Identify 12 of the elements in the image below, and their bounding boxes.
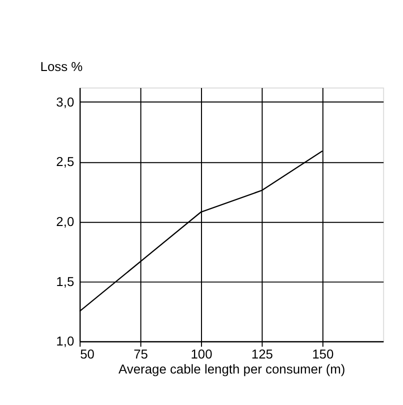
x-tick-label: 150 — [312, 346, 334, 362]
y-axis-title: Loss % — [40, 59, 84, 74]
y-tick-label: 1,5 — [56, 274, 74, 289]
x-tick-label: 125 — [251, 346, 273, 362]
x-tick-label: 50 — [80, 346, 94, 362]
y-tick-label: 1,0 — [56, 334, 74, 349]
y-tick-label: 2,5 — [56, 154, 74, 170]
y-tick-label: 3,0 — [56, 94, 74, 110]
x-tick-label: 75 — [134, 346, 148, 362]
x-axis-title: Average cable length per consumer (m) — [118, 362, 346, 377]
x-tick-label: 100 — [190, 346, 212, 362]
y-tick-label: 2,0 — [56, 214, 74, 230]
